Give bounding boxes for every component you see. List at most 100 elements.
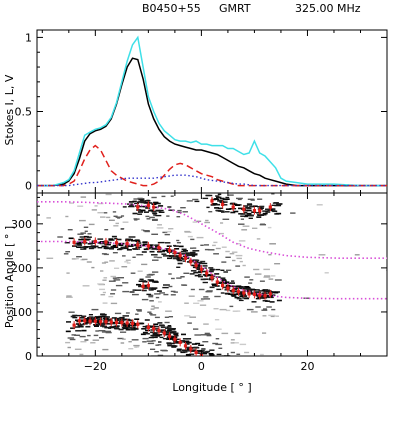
density-pixel [269,301,275,303]
density-pixel [113,279,121,281]
density-pixel [202,265,208,267]
density-pixel [174,342,180,344]
density-pixel [205,219,209,222]
density-pixel [160,329,166,331]
density-pixel [145,215,150,218]
density-pixel [101,245,107,248]
density-pixel [90,245,96,247]
density-pixel [74,334,81,336]
density-pixel [148,296,154,298]
density-pixel [105,316,110,318]
density-pixel [143,230,150,232]
pa-point [93,239,97,244]
pa-point [258,293,262,297]
density-pixel [188,295,195,297]
density-pixel [168,336,174,339]
density-pixel [189,316,197,318]
density-pixel [216,196,222,198]
density-pixel [216,282,222,284]
density-pixel [79,335,86,338]
density-pixel [203,323,209,325]
pa-point [173,250,177,255]
density-pixel [164,230,172,233]
density-pixel [231,280,235,282]
density-pixel [80,246,86,248]
density-pixel [193,346,199,349]
density-pixel [153,214,157,216]
density-pixel [224,198,230,200]
density-pixel [183,272,190,274]
density-pixel [90,318,96,320]
density-pixel [249,205,255,208]
density-pixel [228,293,234,295]
density-pixel [232,203,238,206]
density-pixel [80,341,87,343]
pa-point [226,286,230,290]
density-pixel [246,209,252,212]
stokes-ylabel: Stokes I, L, V [3,74,16,145]
density-pixel [173,245,179,247]
density-pixel [147,342,155,345]
density-pixel [161,253,167,255]
density-pixel [66,295,72,297]
density-pixel [143,287,149,289]
density-pixel [198,344,204,346]
density-pixel [211,283,217,286]
density-pixel [108,238,114,240]
density-pixel [117,337,124,340]
density-pixel [184,315,191,317]
density-pixel [154,328,159,330]
density-pixel [97,202,104,205]
density-pixel [69,338,76,341]
density-pixel [65,330,71,333]
density-pixel [136,283,141,286]
density-pixel [72,316,78,319]
density-pixel [192,250,200,252]
pulsar-name: B0450+55 [142,2,201,15]
density-pixel [206,206,210,209]
density-pixel [242,264,246,267]
density-pixel [159,336,164,339]
density-pixel [110,289,117,291]
density-pixel [125,259,131,261]
density-pixel [242,288,246,290]
density-pixel [153,201,159,204]
density-pixel [153,206,159,209]
density-pixel [200,334,208,336]
density-pixel [201,262,208,265]
density-pixel [141,328,147,330]
density-pixel [215,268,221,271]
density-pixel [264,275,271,277]
density-pixel [275,315,279,317]
density-pixel [165,310,172,312]
density-pixel [120,228,125,230]
density-pixel [144,319,150,321]
density-pixel [218,347,223,349]
density-pixel [145,207,151,209]
density-pixel [253,268,260,271]
density-pixel [167,206,172,208]
density-pixel [100,323,106,325]
density-pixel [215,276,221,278]
pa-frame [36,192,388,357]
density-pixel [110,293,116,295]
density-pixel [168,228,174,230]
density-pixel [79,317,85,319]
density-pixel [120,331,127,333]
density-pixel [106,323,112,325]
density-pixel [153,256,158,258]
density-pixel [255,291,261,293]
density-pixel [208,211,213,213]
density-pixel [151,288,157,290]
pa-point [194,350,198,355]
density-pixel [137,270,143,272]
density-pixel [146,293,152,296]
density-pixel [164,248,170,250]
density-pixel [161,195,166,198]
pa-point [157,328,161,333]
density-pixel [318,254,326,256]
density-pixel [105,193,112,196]
density-pixel [164,233,170,236]
density-pixel [206,290,213,292]
density-pixel [171,330,177,333]
